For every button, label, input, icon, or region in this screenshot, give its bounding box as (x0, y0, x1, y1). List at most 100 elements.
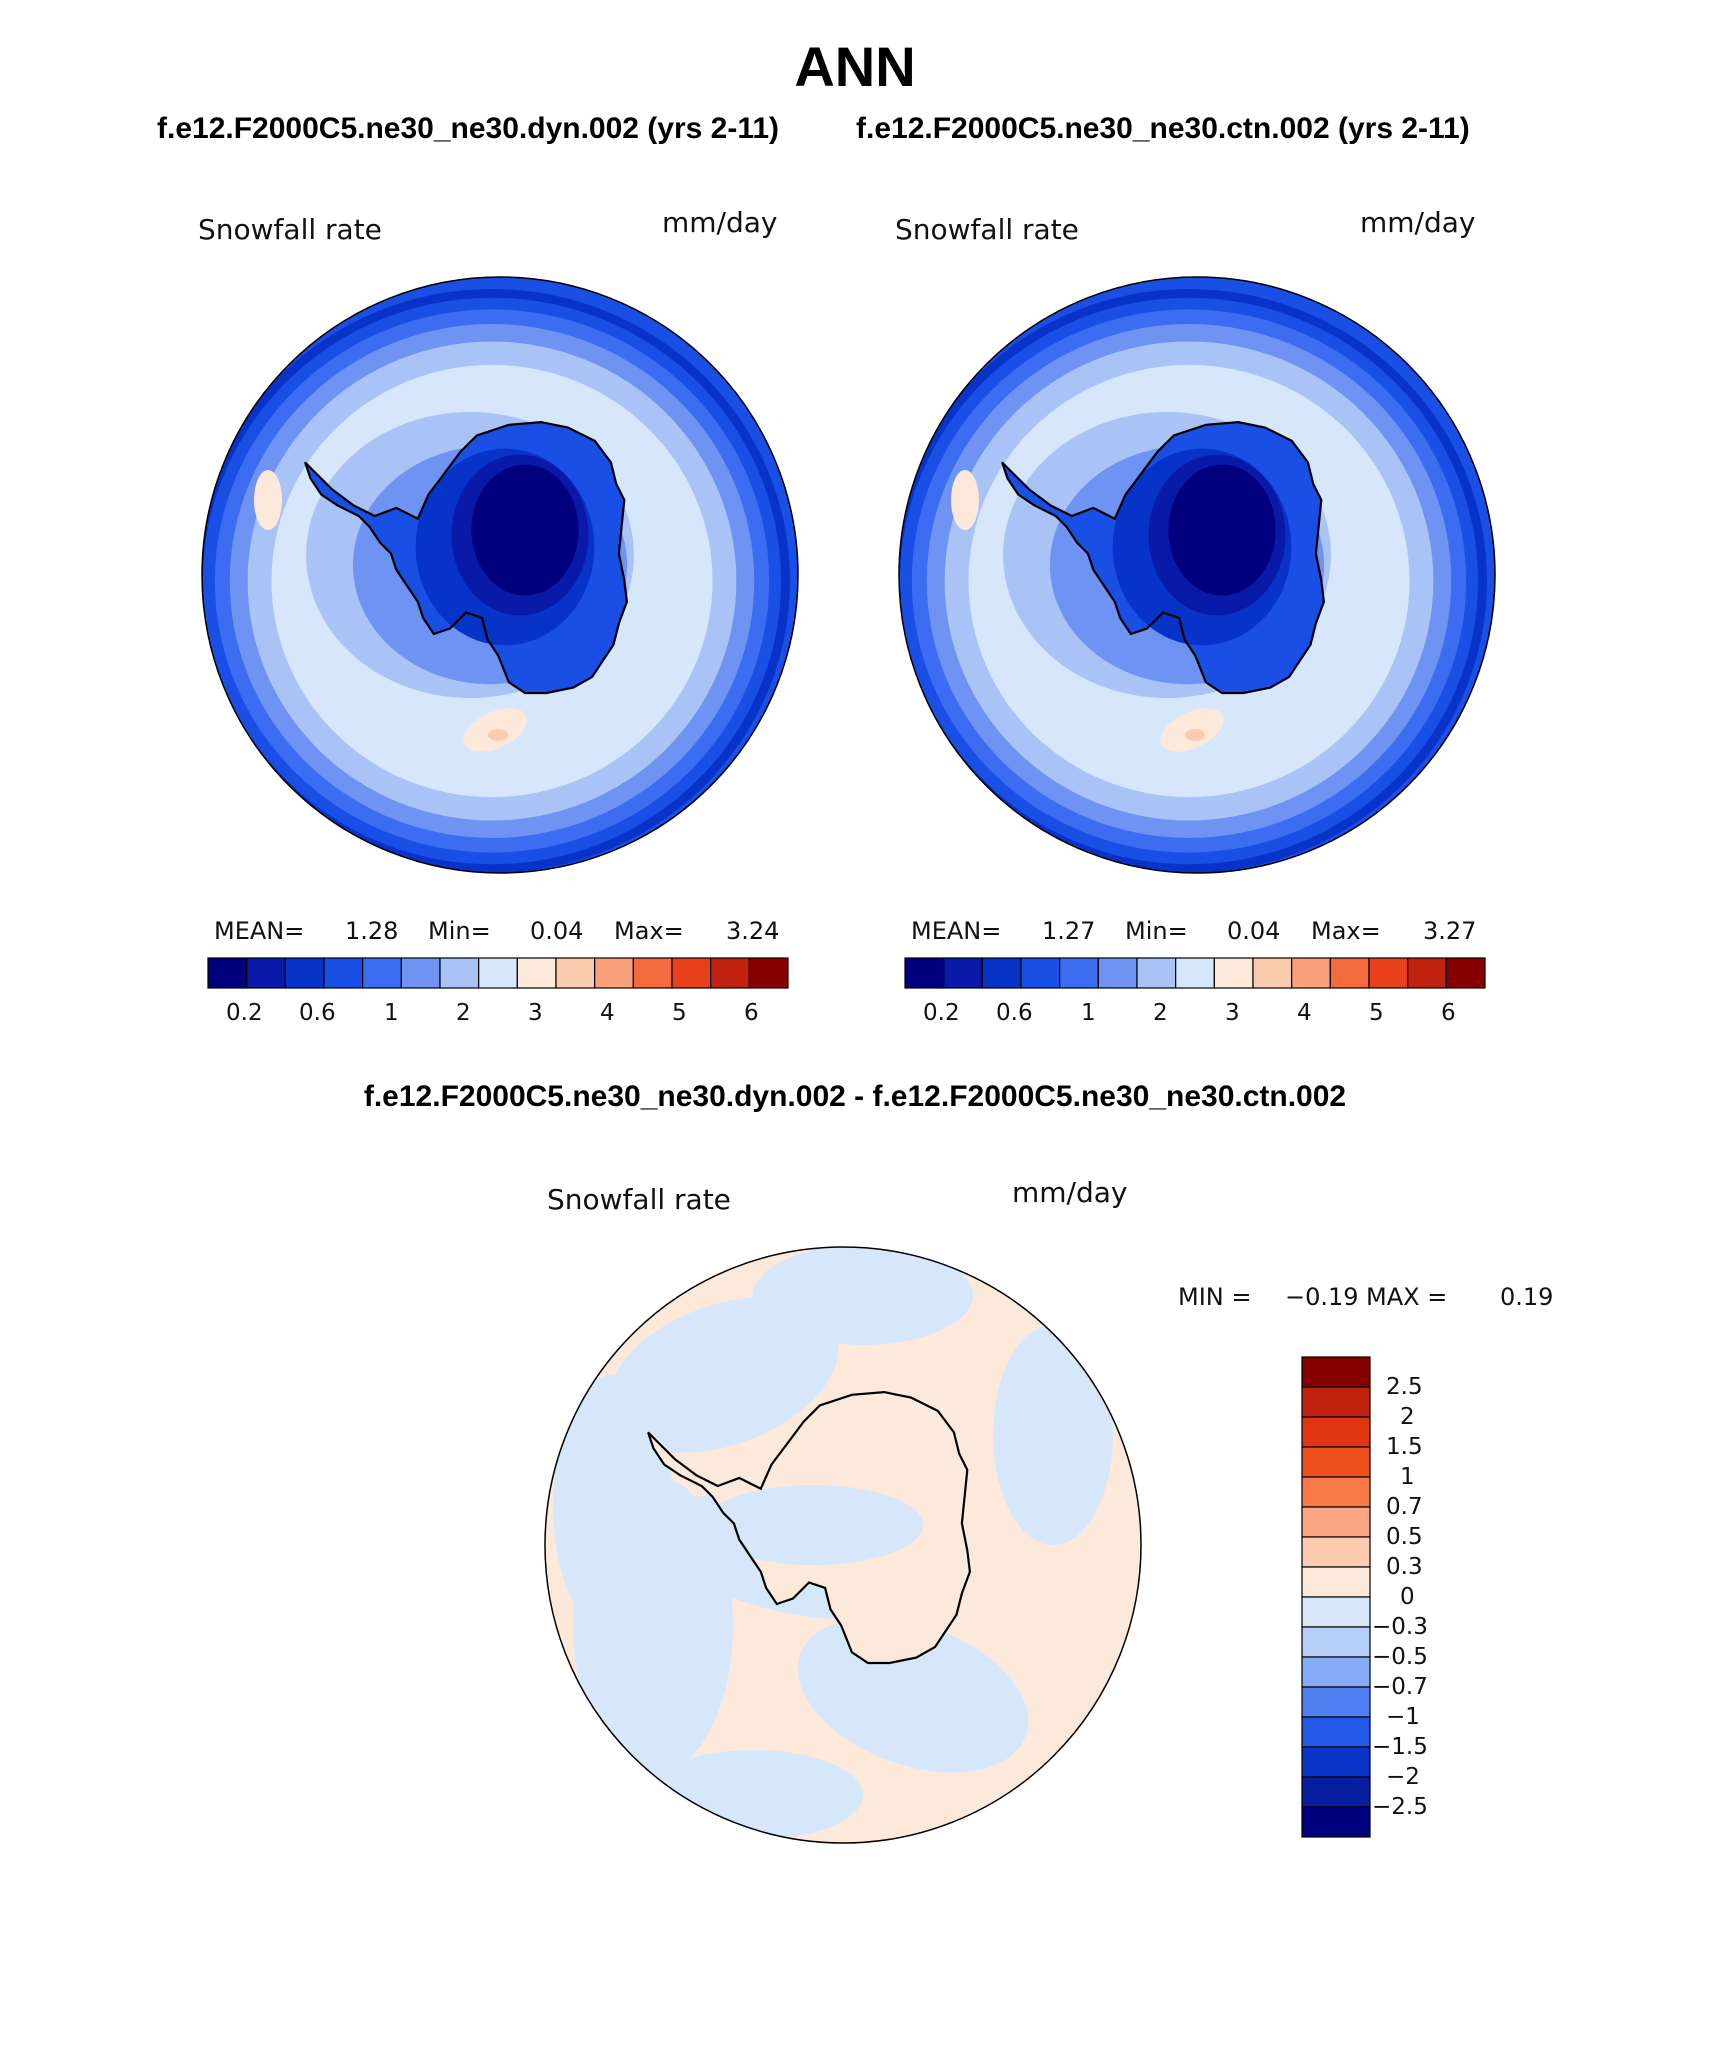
panel1-cb-box (748, 957, 789, 989)
panel3-cb-tick: 0.3 (1386, 1554, 1423, 1580)
panel3-cb-box (1301, 1536, 1371, 1568)
subtitle-right-case: f.e12.F2000C5.ne30_ne30.ctn.002 (yrs 2-1… (856, 112, 1470, 145)
panel3-cb-tick: 2 (1400, 1404, 1415, 1430)
panel3-negative-region-6 (753, 1247, 973, 1345)
panel1-cb-tick: 6 (744, 1000, 759, 1026)
panel3-cb-box (1301, 1656, 1371, 1688)
panel1-cb-tick: 0.2 (226, 1000, 263, 1026)
panel3-cb-tick: −0.5 (1372, 1644, 1428, 1670)
panel3-cb-box (1301, 1776, 1371, 1808)
panel3-cb-tick: 1.5 (1386, 1434, 1423, 1460)
panel3-negative-region-4 (993, 1325, 1113, 1545)
panel3-cb-tick: −1.5 (1372, 1734, 1428, 1760)
panel3-cb-box (1301, 1716, 1371, 1748)
panel1-continent-core (471, 464, 579, 596)
panel2-cb-box (1407, 957, 1447, 989)
panel2-min-value: 0.04 (1227, 917, 1281, 945)
panel3-cb-box (1301, 1686, 1371, 1718)
panel3-variable-label: Snowfall rate (547, 1183, 731, 1216)
panel3-cb-tick: −2.5 (1372, 1794, 1428, 1820)
panel2-warm-core (1185, 729, 1205, 741)
panel2-cb-box (1329, 957, 1370, 989)
panel3-continent-negative (703, 1485, 923, 1565)
panel2-cb-tick: 2 (1153, 1000, 1168, 1026)
panel2-cb-box (943, 957, 983, 989)
panel3-cb-box (1301, 1596, 1371, 1628)
panel1-cb-box (207, 957, 248, 989)
panel2-cb-tick: 0.2 (923, 1000, 960, 1026)
panel2-cb-box (1020, 957, 1061, 989)
panel2-cb-box (1291, 957, 1331, 989)
panel1-cb-tick: 3 (528, 1000, 543, 1026)
panel1-cb-tick: 4 (600, 1000, 615, 1026)
subtitle-left-case: f.e12.F2000C5.ne30_ne30.dyn.002 (yrs 2-1… (157, 112, 780, 145)
panel3-map (544, 1246, 1142, 1844)
panel1-cb-tick: 2 (456, 1000, 471, 1026)
panel1-max-value: 3.24 (726, 917, 780, 945)
panel3-cb-tick: 2.5 (1386, 1374, 1423, 1400)
panel3-map-border (544, 1246, 1142, 1844)
panel2-cb-box (1136, 957, 1177, 989)
panel1-cb-box (439, 957, 480, 989)
panel1-min-value: 0.04 (530, 917, 584, 945)
panel1-cb-box (555, 957, 596, 989)
panel1-cb-box (516, 957, 557, 989)
panel3-field (545, 1247, 1141, 1843)
panel2-warm-peninsula (951, 470, 979, 530)
panel2-min-label: Min= (1125, 917, 1188, 945)
panel3-cb-box (1301, 1806, 1371, 1838)
panel2-cb-tick: 5 (1369, 1000, 1384, 1026)
panel1-map (201, 276, 799, 874)
panel3-min-value: −0.19 (1285, 1283, 1359, 1311)
panel3-cb-tick: 0.5 (1386, 1524, 1423, 1550)
difference-title: f.e12.F2000C5.ne30_ne30.dyn.002 - f.e12.… (363, 1080, 1347, 1113)
panel2-cb-box (1445, 957, 1486, 989)
panel3-max-label: MAX = (1366, 1283, 1448, 1311)
panel2-max-label: Max= (1311, 917, 1381, 945)
panel1-cb-box (284, 957, 325, 989)
panel1-colorbar (207, 957, 789, 989)
panel3-cb-box (1301, 1386, 1371, 1418)
panel2-cb-tick: 4 (1297, 1000, 1312, 1026)
panel3-cb-tick: 0 (1400, 1584, 1415, 1610)
panel3-cb-tick: 0.7 (1386, 1494, 1423, 1520)
panel1-min-label: Min= (428, 917, 491, 945)
panel1-cb-box (362, 957, 402, 989)
panel3-negative-region-3 (797, 1617, 1029, 1773)
panel2-cb-box (1368, 957, 1409, 989)
panel1-mean-value: 1.28 (345, 917, 399, 945)
panel1-mean-label: MEAN= (214, 917, 305, 945)
panel3-cb-tick: −2 (1386, 1764, 1420, 1790)
panel1-cb-box (323, 957, 364, 989)
panel3-cb-tick: −1 (1386, 1704, 1420, 1730)
panel2-cb-box (1213, 957, 1254, 989)
panel1-cb-tick: 0.6 (299, 1000, 336, 1026)
panel3-cb-box (1301, 1446, 1371, 1478)
panel2-cb-box (981, 957, 1022, 989)
panel2-cb-tick: 1 (1081, 1000, 1096, 1026)
panel1-cb-box (632, 957, 673, 989)
panel1-field (202, 277, 798, 873)
panel2-units-label: mm/day (1360, 206, 1476, 239)
panel1-max-label: Max= (614, 917, 684, 945)
panel1-cb-box (594, 957, 634, 989)
panel2-variable-label: Snowfall rate (895, 213, 1079, 246)
panel3-colorbar (1301, 1356, 1371, 1838)
panel2-continent-core (1168, 464, 1276, 596)
panel2-cb-tick: 0.6 (996, 1000, 1033, 1026)
panel1-coastline (304, 420, 629, 695)
panel1-cb-box (671, 957, 712, 989)
panel2-max-value: 3.27 (1423, 917, 1477, 945)
panel2-map (898, 276, 1496, 874)
panel3-negative-region-0 (607, 1297, 839, 1453)
panel3-cb-tick: −0.3 (1372, 1614, 1428, 1640)
panel1-warm-peninsula (254, 470, 282, 530)
panel2-map-border (898, 276, 1496, 874)
panel3-negative-region-7 (643, 1750, 863, 1840)
panel2-cb-box (1097, 957, 1138, 989)
panel3-min-label: MIN = (1178, 1283, 1252, 1311)
figure-title: ANN (794, 35, 916, 98)
panel3-cb-box (1301, 1416, 1371, 1448)
panel1-cb-tick: 1 (384, 1000, 399, 1026)
